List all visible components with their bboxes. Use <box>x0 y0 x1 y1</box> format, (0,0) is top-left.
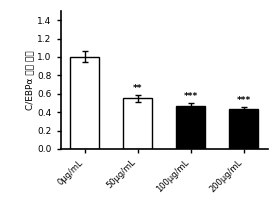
Bar <box>70 57 99 149</box>
Text: ***: *** <box>184 92 198 101</box>
Bar <box>229 109 258 149</box>
Bar <box>123 98 152 149</box>
Y-axis label: C/EBPα 相对 表达: C/EBPα 相对 表达 <box>26 50 34 110</box>
Text: **: ** <box>133 84 142 93</box>
Bar <box>176 106 205 149</box>
Text: ***: *** <box>237 96 251 105</box>
